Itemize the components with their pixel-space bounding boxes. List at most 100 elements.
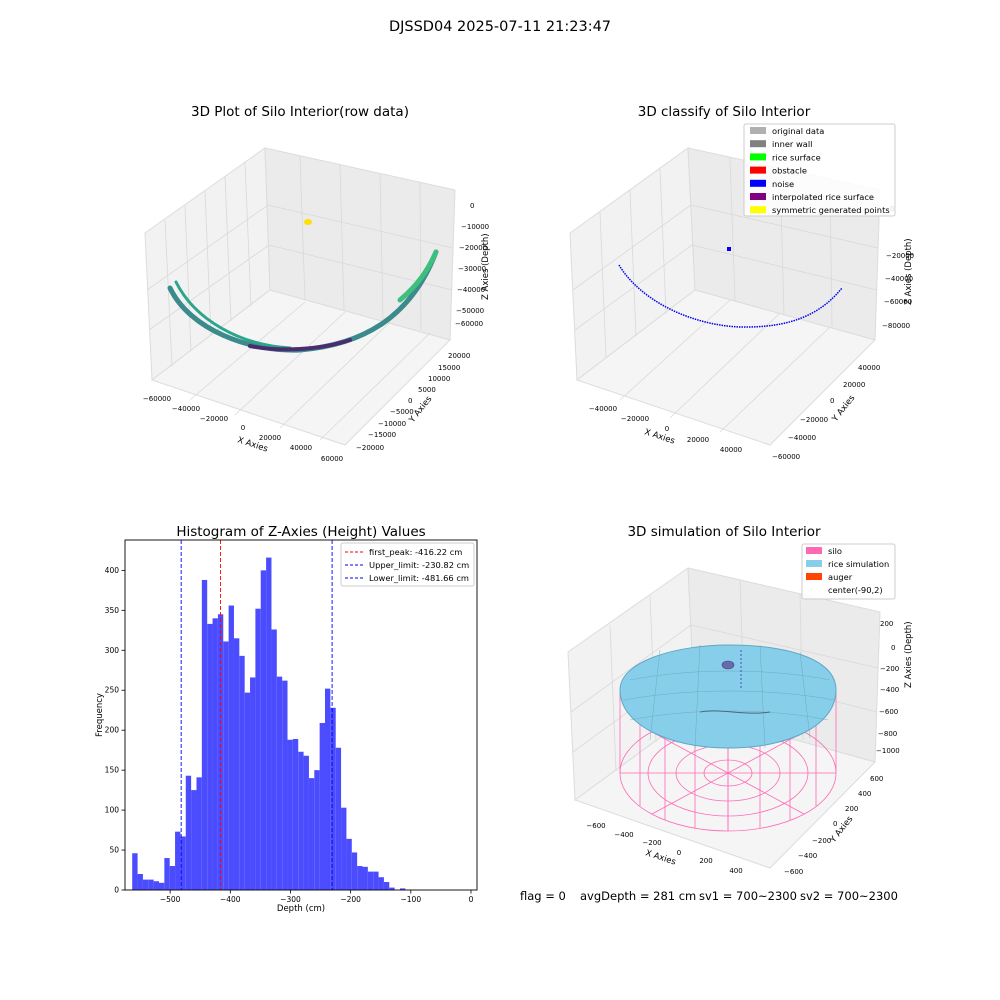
sim-z-tick: −200 — [880, 665, 899, 673]
histogram-bar — [287, 739, 293, 890]
histogram-bar — [362, 866, 368, 890]
sim-x-tick: 400 — [729, 867, 742, 875]
sim-floor-pane — [573, 711, 876, 869]
histogram-bar — [308, 778, 315, 890]
histogram-x-tick-label: −300 — [280, 895, 301, 904]
histogram-bar — [298, 751, 304, 890]
sim-x-tick: −200 — [642, 839, 661, 847]
classify-z-tick: −20000 — [886, 252, 914, 260]
raw-y-tick: 0 — [408, 397, 412, 405]
histogram-bar — [185, 775, 192, 890]
histogram-bar — [325, 688, 331, 890]
sim-z-tick: −1000 — [876, 747, 900, 755]
histogram-bar — [169, 866, 176, 890]
histogram-legend-box — [340, 542, 475, 587]
histogram-bar — [399, 888, 406, 890]
histogram-bar — [341, 807, 347, 890]
sim-z-tick: −600 — [879, 708, 898, 716]
histogram-y-tick-label: 250 — [105, 686, 120, 695]
raw-grid — [146, 155, 454, 441]
legend-label: rice surface — [772, 152, 821, 162]
classify-z-tick: −60000 — [884, 298, 912, 306]
histogram-bar — [153, 881, 159, 890]
raw-y-tick: 5000 — [418, 386, 436, 394]
histogram-x-label: Depth (cm) — [277, 904, 325, 914]
sim-z-tick: −800 — [878, 730, 897, 738]
raw-y-tick: −10000 — [378, 420, 406, 428]
raw-z-tick: 0 — [470, 202, 474, 210]
sim-y-tick: 400 — [858, 790, 871, 798]
raw-z-ticks: 0 −10000 −20000 −30000 −40000 −50000 −60… — [455, 202, 489, 328]
raw-y-tick: 20000 — [448, 352, 470, 360]
raw-point-cloud-bottom — [248, 338, 352, 352]
histogram-bar — [212, 618, 218, 890]
panel-histogram: Histogram of Z-Axies (Height) Values −50… — [95, 524, 478, 914]
raw-x-tick: 0 — [241, 424, 245, 432]
legend-swatch — [750, 206, 766, 214]
classify-z-tick: −40000 — [885, 275, 913, 283]
sim-rice-surface — [619, 644, 837, 749]
histogram-x-tick-label: −500 — [160, 895, 181, 904]
sim-y-tick: 200 — [845, 805, 858, 813]
raw-z-tick: −60000 — [455, 320, 483, 328]
legend-swatch — [806, 560, 822, 567]
sim-silo-wireframe — [619, 690, 837, 832]
sim-y-ticks: 600 400 200 0 −200 −400 −600 — [784, 775, 883, 876]
raw-y-tick: −5000 — [390, 408, 414, 416]
histogram-x-ticks: −500 −400 −300 −200 −100 0 — [160, 890, 474, 904]
classify-z-label: Z Axies (Depth) — [904, 238, 914, 305]
classify-x-label: X Axies — [643, 427, 676, 446]
histogram-bar — [319, 722, 326, 890]
raw-x-tick: −60000 — [143, 395, 171, 403]
classify-noise-arc — [618, 264, 843, 328]
histogram-bar — [346, 838, 352, 890]
raw-x-tick: 20000 — [259, 434, 281, 442]
sim-y-label: Y Axies — [828, 814, 856, 846]
sim-x-tick: −400 — [614, 831, 633, 839]
histogram-legend-label: first_peak: -416.22 cm — [369, 547, 462, 557]
histogram-bar — [266, 557, 272, 890]
histogram-y-ticks: 0 50 100 150 200 250 300 350 400 — [105, 566, 125, 895]
raw-y-tick: −15000 — [368, 431, 396, 439]
raw-point-cluster — [304, 219, 312, 225]
sim-z-tick: 200 — [880, 620, 893, 628]
legend-label: interpolated rice surface — [772, 192, 874, 202]
sim-y-tick: −600 — [784, 868, 803, 876]
histogram-y-tick-label: 0 — [114, 886, 119, 895]
status-sv1: sv1 = 700~2300 — [699, 889, 797, 903]
simulation-legend: silo rice simulation auger center(-90,2) — [801, 543, 896, 600]
raw-x-tick: −40000 — [172, 405, 200, 413]
histogram-bar — [255, 608, 261, 890]
panel-simulation-3d: 3D simulation of Silo Interior — [567, 524, 914, 876]
histogram-x-tick-label: 0 — [469, 895, 474, 904]
histogram-y-label: Frequency — [95, 693, 105, 737]
raw-z-tick: −10000 — [461, 223, 489, 231]
histogram-legend-label: Lower_limit: -481.66 cm — [369, 573, 469, 583]
histogram-bar — [271, 629, 277, 890]
histogram-bar — [233, 638, 240, 890]
classify-y-tick: −20000 — [800, 416, 828, 424]
histogram-title: Histogram of Z-Axies (Height) Values — [176, 524, 425, 540]
legend-label: noise — [772, 179, 794, 189]
classify-y-tick: 40000 — [858, 364, 880, 372]
histogram-bar — [164, 858, 170, 890]
status-sv2: sv2 = 700~2300 — [800, 889, 898, 903]
histogram-legend: first_peak: -416.22 cm Upper_limit: -230.… — [340, 542, 475, 587]
histogram-bar — [244, 692, 251, 890]
histogram-y-tick-label: 200 — [105, 726, 120, 735]
histogram-y-tick-label: 150 — [105, 766, 120, 775]
histogram-bar — [228, 605, 234, 890]
histogram-bar — [303, 755, 309, 890]
histogram-bar — [367, 871, 374, 890]
classify-y-ticks: 40000 20000 0 −20000 −40000 −60000 — [772, 364, 880, 461]
sim-x-tick: −600 — [586, 822, 605, 830]
sim-auger-point — [721, 660, 735, 670]
classify-x-ticks: −40000 −20000 0 20000 40000 — [589, 405, 742, 454]
classify-legend: original data inner wall rice surface obsta… — [743, 123, 896, 217]
sim-y-tick: −200 — [812, 837, 831, 845]
histogram-bar — [132, 853, 138, 890]
raw-z-tick: −50000 — [456, 307, 484, 315]
raw-point-cloud-right — [397, 249, 439, 303]
histogram-x-tick-label: −400 — [220, 895, 241, 904]
sim-z-tick: −400 — [880, 686, 899, 694]
